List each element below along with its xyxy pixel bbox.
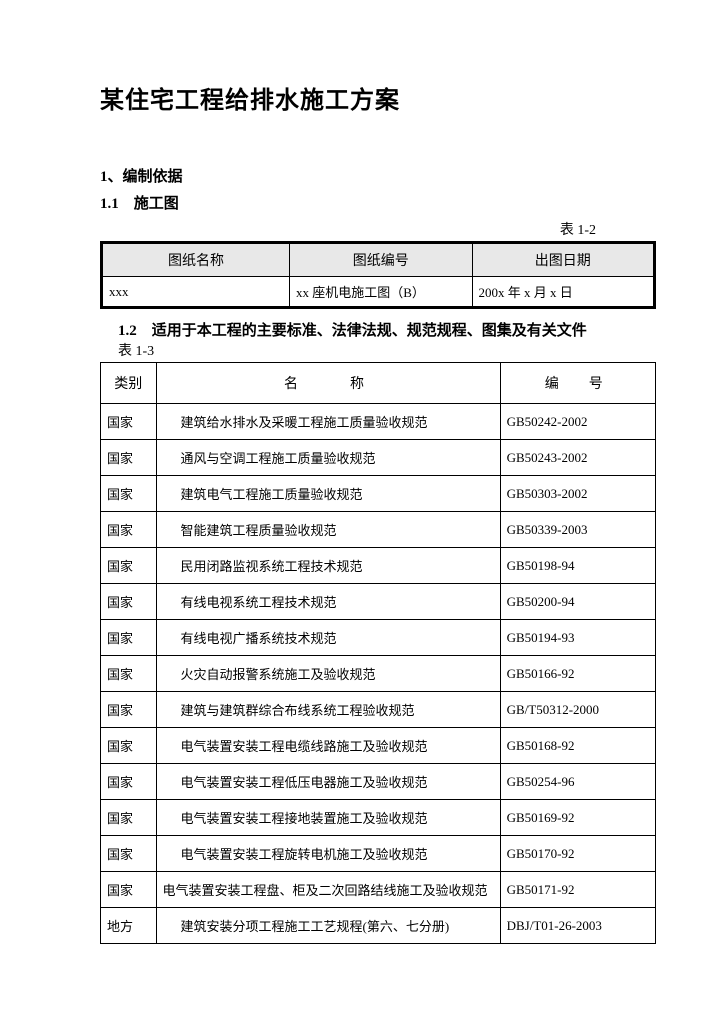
table-cell: 智能建筑工程质量验收规范 [156, 512, 500, 548]
table-row: 国家民用闭路监视系统工程技术规范GB50198-94 [101, 548, 656, 584]
table-cell: 国家 [101, 404, 157, 440]
table-cell: 建筑与建筑群综合布线系统工程验收规范 [156, 692, 500, 728]
table-header: 出图日期 [472, 243, 655, 277]
table-cell: 国家 [101, 764, 157, 800]
table-header: 编 号 [500, 363, 655, 404]
table-row: 国家电气装置安装工程低压电器施工及验收规范GB50254-96 [101, 764, 656, 800]
table-row: 国家建筑给水排水及采暖工程施工质量验收规范GB50242-2002 [101, 404, 656, 440]
table-cell: 国家 [101, 800, 157, 836]
table-header: 图纸名称 [102, 243, 290, 277]
table-header: 名 称 [156, 363, 500, 404]
table-cell: GB/T50312-2000 [500, 692, 655, 728]
table-row: 国家火灾自动报警系统施工及验收规范GB50166-92 [101, 656, 656, 692]
table-1: 图纸名称 图纸编号 出图日期 xxx xx 座机电施工图（B） 200x 年 x… [100, 241, 656, 309]
table-row: 国家电气装置安装工程电缆线路施工及验收规范GB50168-92 [101, 728, 656, 764]
table-cell: 国家 [101, 512, 157, 548]
table-cell: xx 座机电施工图（B） [290, 277, 472, 308]
table-row: 国家智能建筑工程质量验收规范GB50339-2003 [101, 512, 656, 548]
table-cell: 国家 [101, 872, 157, 908]
table-row: 国家通风与空调工程施工质量验收规范GB50243-2002 [101, 440, 656, 476]
table-row: 图纸名称 图纸编号 出图日期 [102, 243, 655, 277]
table-row: 地方建筑安装分项工程施工工艺规程(第六、七分册)DBJ/T01-26-2003 [101, 908, 656, 944]
table-cell: 民用闭路监视系统工程技术规范 [156, 548, 500, 584]
table-row: 国家电气装置安装工程接地装置施工及验收规范GB50169-92 [101, 800, 656, 836]
table-row: xxx xx 座机电施工图（B） 200x 年 x 月 x 日 [102, 277, 655, 308]
table-header: 图纸编号 [290, 243, 472, 277]
table-cell: GB50198-94 [500, 548, 655, 584]
table-cell: 国家 [101, 728, 157, 764]
table-cell: 国家 [101, 440, 157, 476]
table-cell: 建筑电气工程施工质量验收规范 [156, 476, 500, 512]
table-cell: 电气装置安装工程盘、柜及二次回路结线施工及验收规范 [156, 872, 500, 908]
table-cell: 建筑安装分项工程施工工艺规程(第六、七分册) [156, 908, 500, 944]
table-header: 类别 [101, 363, 157, 404]
table-cell: 国家 [101, 620, 157, 656]
table-cell: 国家 [101, 584, 157, 620]
table-cell: 通风与空调工程施工质量验收规范 [156, 440, 500, 476]
table-cell: 有线电视系统工程技术规范 [156, 584, 500, 620]
table-cell: GB50243-2002 [500, 440, 655, 476]
table-cell: GB50200-94 [500, 584, 655, 620]
table-2: 类别 名 称 编 号 国家建筑给水排水及采暖工程施工质量验收规范GB50242-… [100, 362, 656, 944]
table-cell: 国家 [101, 692, 157, 728]
table-cell: GB50242-2002 [500, 404, 655, 440]
table-cell: GB50168-92 [500, 728, 655, 764]
table-row: 国家电气装置安装工程旋转电机施工及验收规范GB50170-92 [101, 836, 656, 872]
table-cell: xxx [102, 277, 290, 308]
table-cell: GB50171-92 [500, 872, 655, 908]
table-cell: 电气装置安装工程旋转电机施工及验收规范 [156, 836, 500, 872]
table-cell: 有线电视广播系统技术规范 [156, 620, 500, 656]
table-row: 国家电气装置安装工程盘、柜及二次回路结线施工及验收规范GB50171-92 [101, 872, 656, 908]
table-cell: GB50303-2002 [500, 476, 655, 512]
table-cell: 建筑给水排水及采暖工程施工质量验收规范 [156, 404, 500, 440]
table-row: 国家建筑与建筑群综合布线系统工程验收规范GB/T50312-2000 [101, 692, 656, 728]
section-1-2-heading: 1.2 适用于本工程的主要标准、法律法规、规范规程、图集及有关文件 [118, 319, 656, 340]
table-row: 类别 名 称 编 号 [101, 363, 656, 404]
table-cell: 电气装置安装工程接地装置施工及验收规范 [156, 800, 500, 836]
table-1-label: 表 1-2 [100, 219, 656, 239]
page-title: 某住宅工程给排水施工方案 [100, 80, 656, 115]
table-cell: 国家 [101, 476, 157, 512]
table-2-label: 表 1-3 [118, 340, 656, 360]
table-cell: 电气装置安装工程低压电器施工及验收规范 [156, 764, 500, 800]
table-cell: 国家 [101, 548, 157, 584]
table-row: 国家有线电视广播系统技术规范GB50194-93 [101, 620, 656, 656]
table-row: 国家有线电视系统工程技术规范GB50200-94 [101, 584, 656, 620]
table-cell: GB50339-2003 [500, 512, 655, 548]
table-cell: GB50170-92 [500, 836, 655, 872]
table-cell: GB50194-93 [500, 620, 655, 656]
table-cell: DBJ/T01-26-2003 [500, 908, 655, 944]
table-cell: 火灾自动报警系统施工及验收规范 [156, 656, 500, 692]
table-cell: GB50169-92 [500, 800, 655, 836]
table-cell: 国家 [101, 656, 157, 692]
table-cell: 电气装置安装工程电缆线路施工及验收规范 [156, 728, 500, 764]
table-cell: 200x 年 x 月 x 日 [472, 277, 655, 308]
section-1-1-heading: 1.1 施工图 [100, 192, 656, 213]
section-1-heading: 1、编制依据 [100, 165, 656, 186]
table-cell: GB50166-92 [500, 656, 655, 692]
table-cell: 国家 [101, 836, 157, 872]
table-cell: GB50254-96 [500, 764, 655, 800]
table-cell: 地方 [101, 908, 157, 944]
table-row: 国家建筑电气工程施工质量验收规范GB50303-2002 [101, 476, 656, 512]
